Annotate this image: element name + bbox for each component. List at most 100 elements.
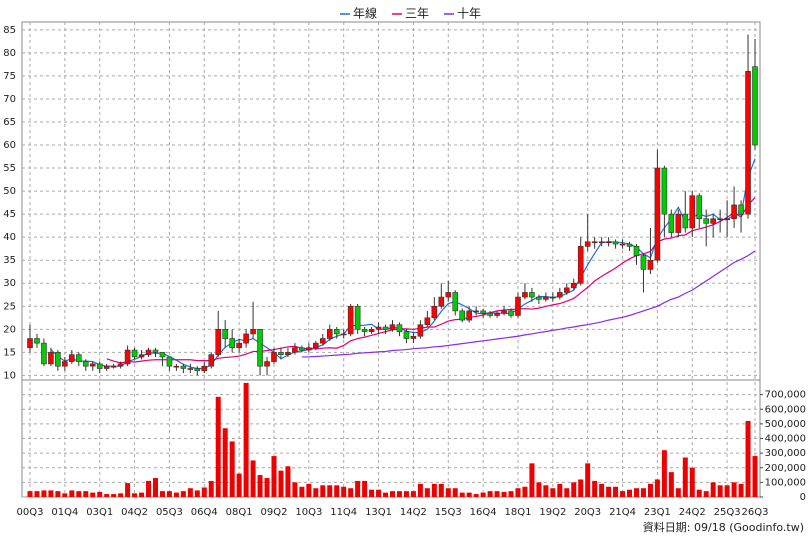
candle-body — [201, 365, 208, 372]
volume-bar — [599, 483, 605, 497]
x-tick-label: 11Q4 — [330, 507, 357, 518]
x-tick-label: 13Q1 — [365, 507, 392, 518]
y-tick-label: 85 — [3, 25, 16, 36]
volume-bar — [696, 489, 702, 497]
volume-bar — [647, 483, 653, 497]
volume-bar — [355, 480, 361, 497]
volume-bar — [243, 382, 249, 497]
volume-bar — [292, 482, 298, 497]
volume-bar — [494, 491, 500, 497]
candle-body — [717, 218, 723, 221]
candle-body — [354, 305, 361, 330]
candle-body — [55, 352, 61, 367]
volume-bar — [668, 472, 674, 497]
y2-tick-label: 500,000 — [765, 419, 806, 430]
candle-body — [550, 296, 556, 299]
volume-bar — [424, 488, 430, 497]
x-tick-label: 08Q1 — [226, 507, 253, 518]
x-tick-label: 19Q2 — [539, 507, 566, 518]
candle-body — [396, 324, 403, 332]
candle-body — [647, 259, 654, 270]
candle-body — [668, 213, 675, 233]
y-tick-label: 80 — [3, 48, 16, 59]
volume-bar — [320, 485, 326, 497]
volume-bar — [69, 490, 75, 497]
y-tick-label: 35 — [3, 255, 16, 266]
volume-bar — [620, 491, 626, 497]
candle-body — [278, 352, 284, 355]
candle-body — [612, 241, 619, 245]
volume-bar — [41, 490, 47, 497]
candle-body — [745, 70, 751, 215]
volume-bar — [466, 492, 472, 497]
volume-bar — [362, 480, 368, 497]
candle-body — [459, 310, 466, 321]
candle-body — [75, 354, 82, 362]
volume-bar — [515, 488, 521, 497]
ma-line — [301, 250, 756, 358]
candle-body — [299, 347, 305, 351]
volume-bar — [731, 482, 737, 497]
candle-body — [466, 310, 472, 321]
candle-body — [117, 363, 124, 367]
volume-bar — [90, 492, 96, 497]
x-tick-label: 15Q3 — [435, 507, 462, 518]
volume-bar — [752, 456, 758, 497]
volume-bar — [571, 482, 577, 497]
volume-bar — [264, 477, 270, 497]
candle-body — [536, 296, 542, 300]
volume-bar — [710, 482, 716, 497]
volume-bar — [724, 485, 730, 497]
candle-body — [292, 347, 298, 353]
candle-body — [229, 338, 235, 349]
candle-body — [563, 287, 570, 293]
volume-bar — [222, 428, 228, 497]
volume-bar — [745, 420, 751, 497]
candle-body — [319, 338, 326, 344]
candle-body — [159, 352, 166, 358]
candle-body — [501, 310, 507, 314]
candle-body — [431, 305, 438, 319]
candle-body — [577, 246, 584, 284]
candle-body — [187, 368, 194, 370]
y-tick-label: 40 — [3, 232, 16, 243]
y-tick-label: 20 — [3, 324, 16, 335]
candle-body — [62, 361, 68, 367]
volume-bar — [431, 483, 437, 497]
candle-body — [27, 338, 33, 349]
candle-body — [452, 292, 459, 312]
candle-body — [96, 363, 103, 369]
legend-label: 年線 — [353, 6, 377, 21]
x-tick-label: 26Q3 — [742, 507, 769, 518]
volume-bar — [348, 488, 354, 497]
candle-body — [661, 167, 668, 215]
candle-body — [271, 352, 277, 362]
candle-body — [703, 218, 710, 224]
volume-bar — [208, 480, 214, 497]
x-tick-label: 03Q1 — [86, 507, 113, 518]
candle-body — [598, 241, 605, 244]
candle-body — [326, 329, 333, 339]
x-tick-label: 10Q3 — [295, 507, 322, 518]
candle-body — [285, 352, 291, 355]
volume-bar — [278, 470, 284, 497]
candle-body — [194, 368, 201, 372]
volume-bar — [132, 493, 138, 497]
volume-bar — [473, 494, 479, 497]
y2-tick-label: 100,000 — [765, 477, 806, 488]
candle-body — [313, 342, 319, 349]
volume-bar — [166, 491, 172, 497]
volume-bar — [438, 483, 444, 497]
candle-body — [145, 349, 152, 355]
volume-bar — [152, 477, 158, 497]
volume-bar — [215, 396, 221, 497]
volume-bar — [480, 492, 486, 497]
volume-bar — [285, 466, 291, 497]
x-tick-label: 21Q4 — [609, 507, 636, 518]
volume-bar — [585, 463, 591, 497]
volume-bar — [675, 488, 681, 497]
candle-body — [654, 167, 661, 261]
volume-bar — [194, 490, 200, 497]
x-tick-label: 20Q3 — [574, 507, 601, 518]
volume-bar — [410, 491, 416, 497]
